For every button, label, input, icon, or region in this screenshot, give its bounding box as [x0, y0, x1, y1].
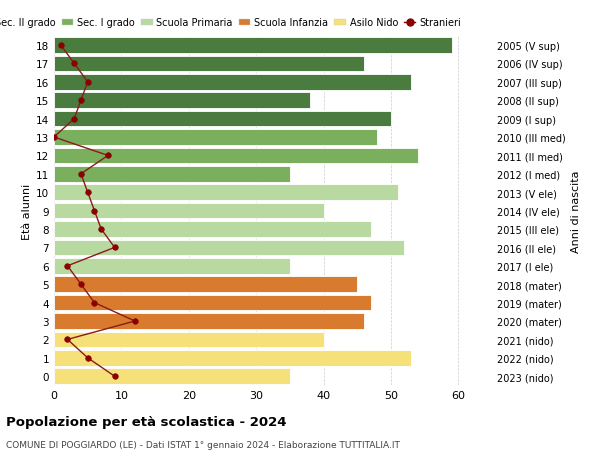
Text: Popolazione per età scolastica - 2024: Popolazione per età scolastica - 2024: [6, 415, 287, 428]
Bar: [54, 203, 323, 219]
Y-axis label: Età alunni: Età alunni: [22, 183, 32, 239]
Bar: [54, 56, 364, 72]
Bar: [54, 240, 404, 256]
Y-axis label: Anni di nascita: Anni di nascita: [571, 170, 581, 252]
Bar: [54, 369, 290, 384]
Bar: [54, 38, 452, 54]
Bar: [54, 258, 290, 274]
Bar: [54, 295, 371, 311]
Bar: [54, 130, 377, 146]
Bar: [54, 222, 371, 237]
Bar: [54, 313, 364, 329]
Bar: [54, 112, 391, 127]
Bar: [54, 185, 398, 201]
Bar: [54, 75, 411, 90]
Bar: [54, 350, 411, 366]
Bar: [54, 93, 310, 109]
Bar: [54, 148, 418, 164]
Bar: [54, 332, 323, 347]
Bar: [54, 277, 357, 292]
Text: COMUNE DI POGGIARDO (LE) - Dati ISTAT 1° gennaio 2024 - Elaborazione TUTTITALIA.: COMUNE DI POGGIARDO (LE) - Dati ISTAT 1°…: [6, 440, 400, 449]
Legend: Sec. II grado, Sec. I grado, Scuola Primaria, Scuola Infanzia, Asilo Nido, Stran: Sec. II grado, Sec. I grado, Scuola Prim…: [0, 18, 461, 28]
Bar: [54, 167, 290, 182]
